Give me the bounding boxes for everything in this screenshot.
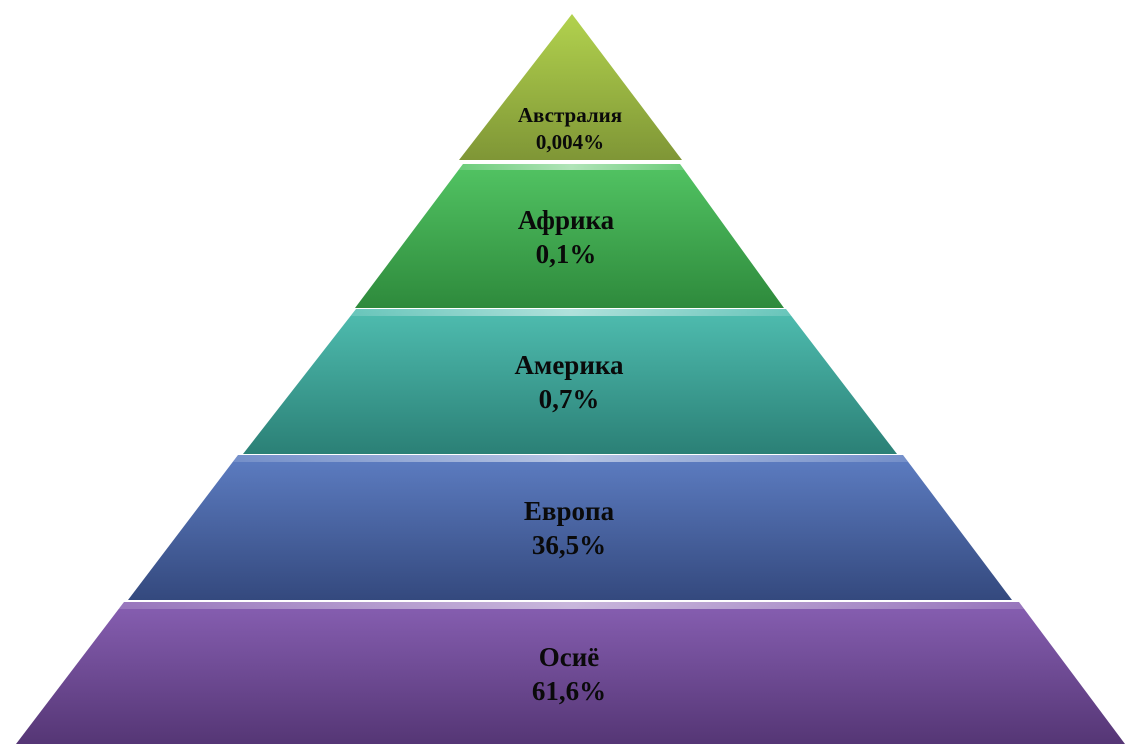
tier-europe-name: Европа (524, 496, 615, 526)
tier-america-shape (243, 309, 897, 454)
tier-america-rim (351, 309, 791, 316)
tier-asia-rim (119, 602, 1024, 609)
tier-america-value: 0,7% (539, 384, 600, 414)
tier-australia-value: 0,004% (536, 130, 604, 154)
tier-america: Америка 0,7% (243, 309, 897, 454)
tier-asia-shape (16, 602, 1125, 744)
tier-africa-name: Африка (518, 205, 615, 235)
tier-europe-rim (233, 455, 908, 462)
tier-europe-value: 36,5% (532, 530, 606, 560)
tier-africa: Африка 0,1% (355, 164, 784, 308)
tier-asia-value: 61,6% (532, 676, 606, 706)
tier-asia-name: Осиё (539, 642, 600, 672)
tier-australia: Австралия 0,004% (459, 14, 682, 160)
tier-africa-shape (355, 164, 784, 308)
tier-africa-value: 0,1% (536, 239, 597, 269)
tier-australia-shape (459, 14, 682, 160)
tier-australia-name: Австралия (518, 103, 622, 127)
tier-america-name: Америка (514, 350, 624, 380)
tier-europe-shape (128, 455, 1012, 600)
tier-europe: Европа 36,5% (128, 455, 1012, 600)
tier-asia: Осиё 61,6% (16, 602, 1125, 744)
tier-africa-rim (459, 164, 684, 170)
